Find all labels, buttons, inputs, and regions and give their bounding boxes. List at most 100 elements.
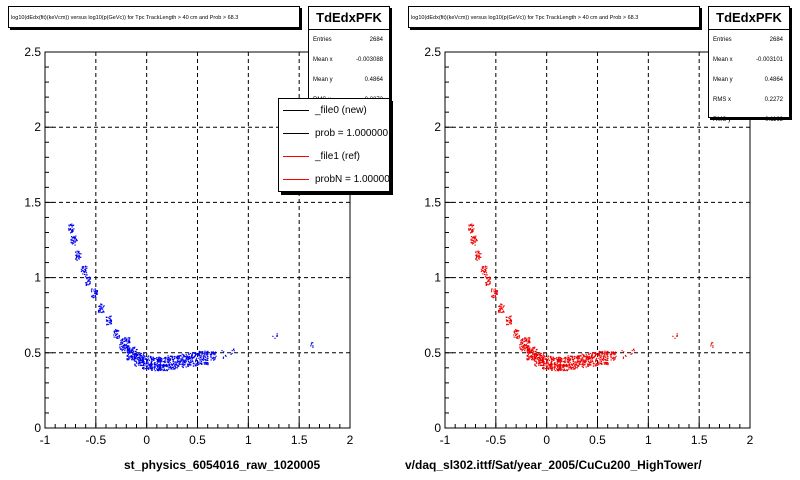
scatter-point xyxy=(120,339,122,341)
scatter-point xyxy=(550,368,552,370)
scatter-point xyxy=(121,349,123,351)
scatter-point xyxy=(518,337,520,339)
scatter-point xyxy=(565,357,567,359)
scatter-point xyxy=(563,363,565,365)
stats-value: 2684 xyxy=(769,37,783,43)
scatter-point xyxy=(71,228,73,231)
scatter-point xyxy=(522,338,524,340)
scatter-point xyxy=(136,358,138,360)
scatter-point xyxy=(557,358,560,360)
scatter-point xyxy=(585,362,587,364)
scatter-point xyxy=(93,292,96,294)
scatter-point xyxy=(543,361,545,363)
scatter-point xyxy=(488,280,490,282)
scatter-point xyxy=(548,368,550,370)
scatter-point xyxy=(516,330,519,332)
scatter-point xyxy=(556,368,558,370)
scatter-point xyxy=(127,349,129,351)
scatter-point xyxy=(579,361,581,363)
scatter-point xyxy=(113,336,115,338)
scatter-point xyxy=(533,351,535,353)
scatter-point xyxy=(170,368,172,370)
scatter-point xyxy=(167,358,169,360)
scatter-point xyxy=(178,363,181,365)
scatter-point xyxy=(538,353,541,356)
scatter-point xyxy=(562,369,565,372)
scatter-point xyxy=(523,340,525,343)
scatter-point xyxy=(124,347,126,349)
scatter-point xyxy=(475,240,477,242)
scatter-point xyxy=(196,357,198,359)
scatter-point xyxy=(156,368,158,370)
scatter-point xyxy=(159,361,161,363)
scatter-point xyxy=(471,230,473,232)
scatter-point xyxy=(128,340,130,342)
scatter-point xyxy=(139,361,141,363)
scatter-point xyxy=(562,365,564,367)
scatter-point xyxy=(537,354,539,357)
scatter-point xyxy=(550,365,553,367)
scatter-point xyxy=(177,360,179,362)
scatter-point xyxy=(567,366,569,368)
scatter-point xyxy=(188,358,191,360)
scatter-point xyxy=(524,340,526,342)
scatter-point xyxy=(531,355,534,358)
scatter-point xyxy=(150,358,153,360)
scatter-point xyxy=(136,354,138,356)
scatter-point xyxy=(198,363,200,365)
scatter-point xyxy=(71,226,73,228)
scatter-point xyxy=(573,368,575,370)
scatter-point xyxy=(126,337,128,339)
scatter-point xyxy=(202,358,205,360)
scatter-point xyxy=(128,345,130,347)
scatter-point xyxy=(196,362,199,364)
scatter-point xyxy=(470,236,473,238)
scatter-point xyxy=(539,357,541,360)
scatter-point xyxy=(575,356,578,359)
scatter-point xyxy=(174,355,176,358)
scatter-point xyxy=(603,363,605,365)
scatter-point xyxy=(155,357,157,360)
scatter-point xyxy=(162,369,165,372)
y-tick-label: 2.5 xyxy=(424,45,441,59)
scatter-point xyxy=(146,368,148,370)
scatter-point xyxy=(525,344,527,346)
scatter-point xyxy=(486,276,488,279)
scatter-point xyxy=(171,364,174,366)
scatter-point xyxy=(198,355,201,357)
scatter-point xyxy=(119,347,121,349)
scatter-point xyxy=(496,293,498,295)
scatter-point xyxy=(129,355,131,358)
scatter-point xyxy=(167,361,169,364)
scatter-point xyxy=(710,345,712,347)
scatter-point xyxy=(537,353,539,355)
scatter-point xyxy=(591,356,593,359)
scatter-point xyxy=(535,348,538,351)
scatter-point xyxy=(553,359,555,361)
scatter-point xyxy=(148,359,151,361)
scatter-point xyxy=(482,269,484,272)
scatter-point xyxy=(210,355,212,357)
scatter-point xyxy=(615,355,617,357)
scatter-point xyxy=(184,364,186,366)
scatter-point xyxy=(182,354,185,356)
scatter-point xyxy=(472,242,475,244)
scatter-point xyxy=(135,365,137,367)
scatter-point xyxy=(606,362,608,364)
scatter-point xyxy=(585,359,587,361)
scatter-point xyxy=(182,360,184,362)
scatter-point xyxy=(546,363,548,365)
scatter-point xyxy=(158,366,160,368)
scatter-point xyxy=(153,368,155,370)
scatter-point xyxy=(576,361,578,363)
scatter-point xyxy=(122,344,125,347)
scatter-point xyxy=(471,228,473,231)
scatter-point xyxy=(506,320,508,322)
scatter-point xyxy=(163,368,165,370)
scatter-point xyxy=(547,362,549,364)
x-tick-label: -0.5 xyxy=(85,433,106,447)
scatter-point xyxy=(605,356,607,359)
scatter-point xyxy=(523,345,525,347)
scatter-point xyxy=(118,330,120,332)
y-tick-label: 0.5 xyxy=(24,346,41,360)
